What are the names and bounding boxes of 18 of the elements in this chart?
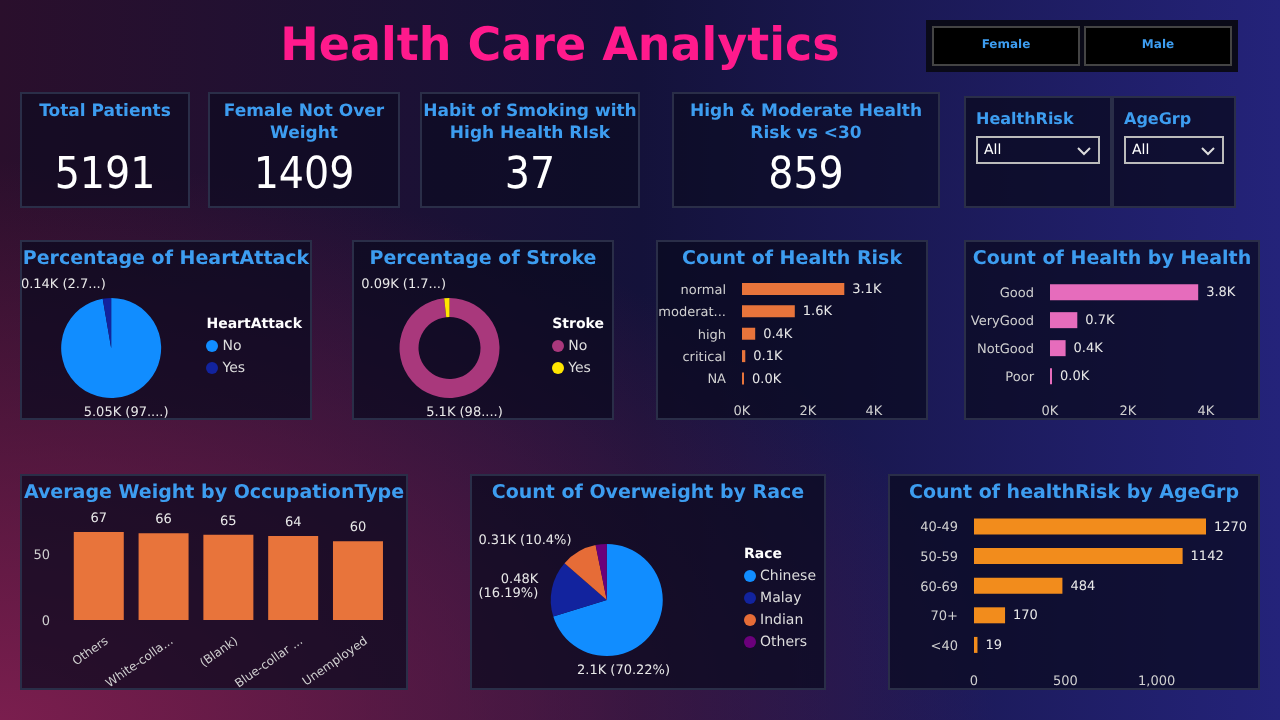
chart-title: Percentage of Stroke bbox=[367, 248, 599, 274]
text: 37 bbox=[504, 150, 556, 200]
text: High & Moderate Health Risk vs <30 bbox=[688, 102, 924, 146]
chart-title: Percentage of HeartAttack bbox=[22, 248, 310, 274]
chart-title: Count of Health by Health bbox=[970, 248, 1254, 274]
chart-title: Count of healthRisk by AgeGrp bbox=[906, 482, 1242, 508]
chart-title: Count of Overweight by Race bbox=[489, 482, 807, 508]
text: HealthRisk bbox=[976, 110, 1076, 128]
text: Habit of Smoking with High Health RIsk bbox=[422, 102, 638, 146]
text: Female Not Over Weight bbox=[221, 102, 387, 146]
text: AgeGrp bbox=[1124, 110, 1194, 128]
text: Total Patients bbox=[39, 102, 171, 124]
text: Health Care Analytics bbox=[278, 18, 842, 76]
text: 859 bbox=[768, 150, 844, 200]
text: 1409 bbox=[253, 150, 355, 200]
chart-title: Average Weight by OccupationType bbox=[22, 482, 406, 508]
chart-title: Count of Health Risk bbox=[679, 248, 905, 274]
text: 5191 bbox=[54, 150, 156, 200]
